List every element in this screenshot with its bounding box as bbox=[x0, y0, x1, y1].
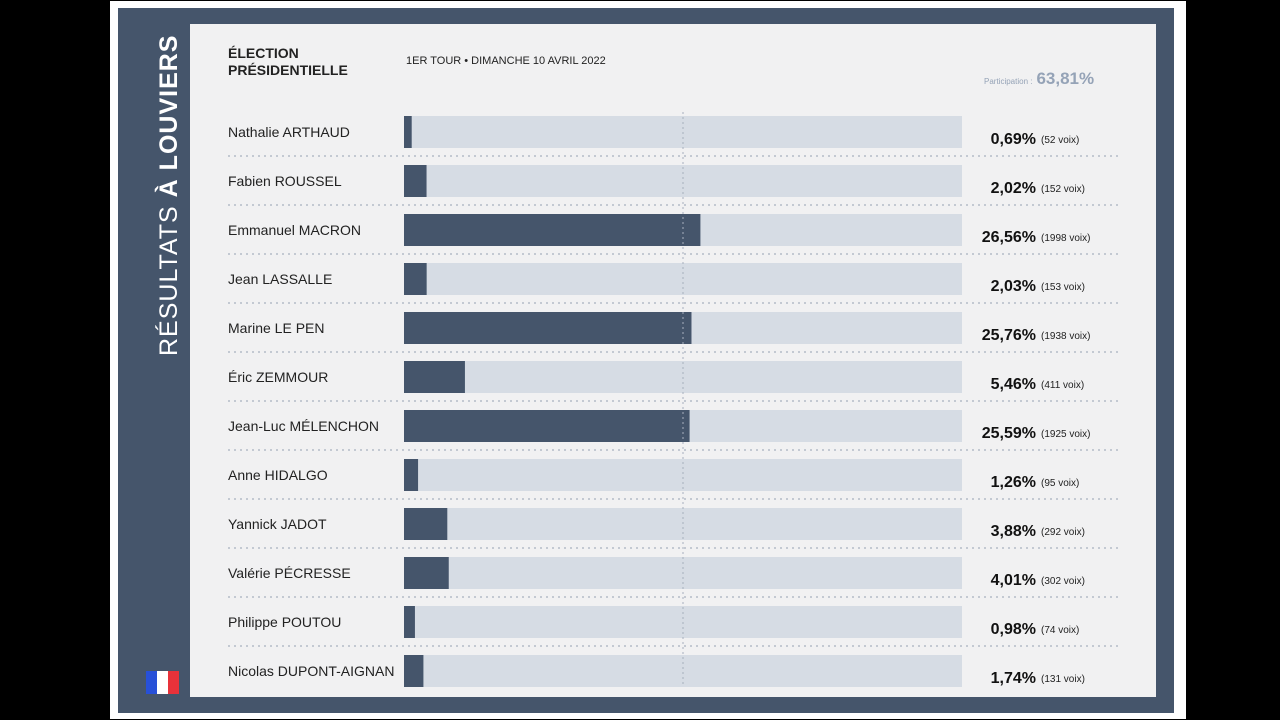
page-subtitle: 1ER TOUR • DIMANCHE 10 AVRIL 2022 bbox=[406, 55, 606, 67]
bar-fill bbox=[404, 361, 465, 393]
candidate-name: Nathalie ARTHAUD bbox=[228, 124, 350, 140]
candidate-name: Emmanuel MACRON bbox=[228, 222, 361, 238]
votes-label: (74 voix) bbox=[1041, 625, 1079, 636]
candidate-name: Philippe POUTOU bbox=[228, 614, 341, 630]
percent-label: 25,76% bbox=[982, 327, 1036, 344]
french-flag-icon bbox=[146, 671, 179, 694]
bar-fill bbox=[404, 655, 424, 687]
candidate-name: Nicolas DUPONT-AIGNAN bbox=[228, 663, 394, 679]
bar-fill bbox=[404, 459, 419, 491]
percent-label: 5,46% bbox=[991, 376, 1036, 393]
bar-fill bbox=[404, 557, 449, 589]
participation: Participation :63,81% bbox=[984, 69, 1094, 89]
votes-label: (411 voix) bbox=[1041, 380, 1084, 391]
votes-label: (1925 voix) bbox=[1041, 429, 1090, 440]
bar-fill bbox=[404, 508, 448, 540]
votes-label: (131 voix) bbox=[1041, 674, 1085, 685]
votes-label: (1998 voix) bbox=[1041, 233, 1090, 244]
votes-label: (292 voix) bbox=[1041, 527, 1085, 538]
candidate-name: Jean-Luc MÉLENCHON bbox=[228, 418, 379, 434]
bar-fill bbox=[404, 116, 412, 148]
candidate-name: Valérie PÉCRESSE bbox=[228, 565, 351, 581]
percent-label: 26,56% bbox=[982, 229, 1036, 246]
bar-track bbox=[404, 655, 962, 687]
candidate-name: Éric ZEMMOUR bbox=[228, 369, 328, 385]
percent-label: 25,59% bbox=[982, 425, 1036, 442]
participation-label: Participation : bbox=[984, 77, 1033, 86]
bar-fill bbox=[404, 606, 415, 638]
candidate-name: Anne HIDALGO bbox=[228, 467, 328, 483]
votes-label: (1938 voix) bbox=[1041, 331, 1090, 342]
votes-label: (153 voix) bbox=[1041, 282, 1085, 293]
percent-label: 3,88% bbox=[991, 523, 1036, 540]
percent-label: 0,69% bbox=[991, 131, 1036, 148]
votes-label: (52 voix) bbox=[1041, 135, 1079, 146]
participation-value: 63,81% bbox=[1036, 69, 1095, 88]
percent-label: 2,03% bbox=[991, 278, 1036, 295]
bar-fill bbox=[404, 312, 692, 344]
bar-fill bbox=[404, 410, 690, 442]
candidate-name: Jean LASSALLE bbox=[228, 271, 332, 287]
votes-label: (95 voix) bbox=[1041, 478, 1079, 489]
candidate-name: Yannick JADOT bbox=[228, 516, 327, 532]
percent-label: 1,74% bbox=[991, 670, 1036, 687]
bar-fill bbox=[404, 214, 701, 246]
bar-track bbox=[404, 165, 962, 197]
percent-label: 0,98% bbox=[991, 621, 1036, 638]
bar-track bbox=[404, 459, 962, 491]
percent-label: 1,26% bbox=[991, 474, 1036, 491]
candidate-name: Marine LE PEN bbox=[228, 320, 324, 336]
bar-fill bbox=[404, 263, 427, 295]
percent-label: 2,02% bbox=[991, 180, 1036, 197]
candidate-name: Fabien ROUSSEL bbox=[228, 173, 342, 189]
bar-fill bbox=[404, 165, 427, 197]
votes-label: (302 voix) bbox=[1041, 576, 1085, 587]
percent-label: 4,01% bbox=[991, 572, 1036, 589]
votes-label: (152 voix) bbox=[1041, 184, 1085, 195]
page-title: ÉLECTION PRÉSIDENTIELLE bbox=[228, 45, 348, 78]
